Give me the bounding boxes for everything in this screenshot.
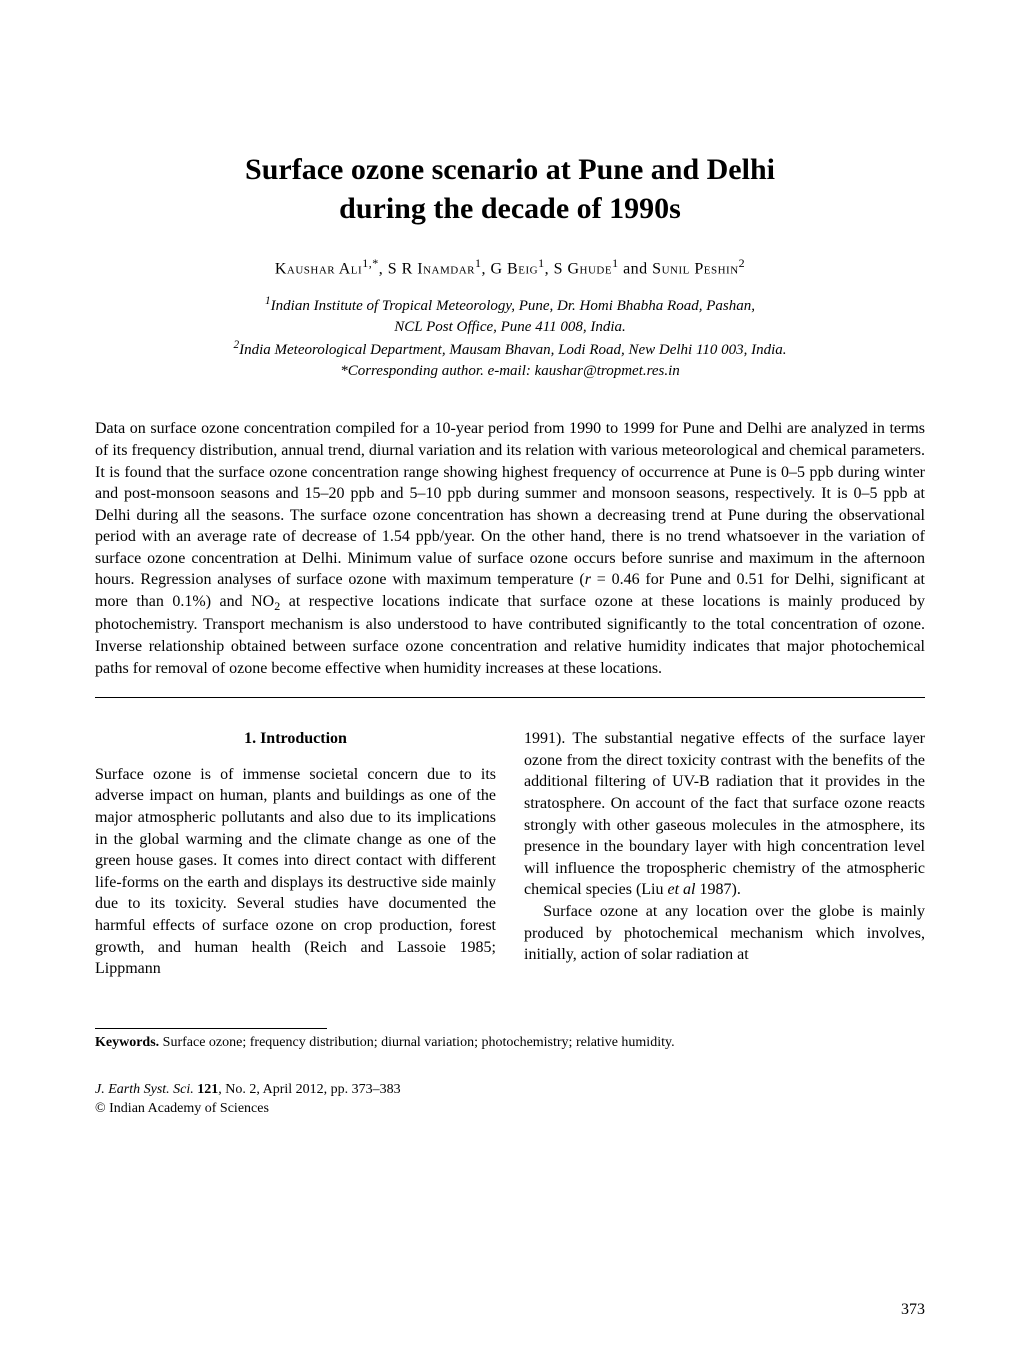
column-right: 1991). The substantial negative effects … [524,728,925,980]
divider-line [95,697,925,698]
title-line-2: during the decade of 1990s [339,192,681,225]
affiliations: 1Indian Institute of Tropical Meteorolog… [95,294,925,382]
corresponding-author: *Corresponding author. e-mail: kaushar@t… [95,361,925,382]
authors-line: Kaushar Ali1,*, S R Inamdar1, G Beig1, S… [95,256,925,278]
two-column-body: 1. Introduction Surface ozone is of imme… [95,728,925,980]
keywords-label: Keywords. [95,1035,159,1050]
journal-rest: , No. 2, April 2012, pp. 373–383 [218,1082,400,1097]
copyright-line: © Indian Academy of Sciences [95,1100,925,1119]
column-left: 1. Introduction Surface ozone is of imme… [95,728,496,980]
intro-paragraph-2: Surface ozone at any location over the g… [524,901,925,966]
affiliation-1: 1Indian Institute of Tropical Meteorolog… [95,294,925,317]
section-heading-introduction: 1. Introduction [95,728,496,750]
intro-paragraph-1-cont: 1991). The substantial negative effects … [524,728,925,901]
abstract-text: Data on surface ozone concentration comp… [95,418,925,679]
page-number: 373 [901,1301,925,1319]
journal-name: J. Earth Syst. Sci. [95,1082,194,1097]
page-footer: J. Earth Syst. Sci. 121, No. 2, April 20… [95,1081,925,1119]
paper-title: Surface ozone scenario at Pune and Delhi… [95,150,925,228]
journal-citation: J. Earth Syst. Sci. 121, No. 2, April 20… [95,1081,925,1100]
keywords-text: Surface ozone; frequency distribution; d… [159,1035,674,1050]
keywords-line: Keywords. Surface ozone; frequency distr… [95,1028,925,1051]
journal-volume: 121 [194,1082,219,1097]
keywords-rule [95,1028,327,1029]
affiliation-2: 2India Meteorological Department, Mausam… [95,338,925,361]
title-line-1: Surface ozone scenario at Pune and Delhi [245,153,775,186]
intro-paragraph-1: Surface ozone is of immense societal con… [95,764,496,980]
affiliation-1b: NCL Post Office, Pune 411 008, India. [95,317,925,338]
